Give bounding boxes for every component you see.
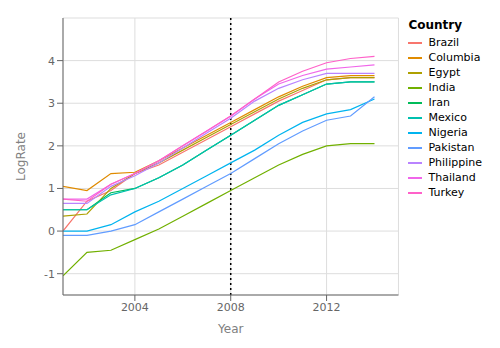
svg-text:2008: 2008 bbox=[217, 301, 245, 314]
html-text:Turkey: Turkey bbox=[428, 186, 465, 199]
html-text:Brazil: Brazil bbox=[428, 36, 460, 49]
svg-text:2004: 2004 bbox=[121, 301, 149, 314]
svg-text:1: 1 bbox=[48, 182, 55, 195]
svg-text:4: 4 bbox=[48, 55, 55, 68]
html-text:Nigeria: Nigeria bbox=[428, 126, 468, 139]
svg-text:2: 2 bbox=[48, 140, 55, 153]
svg-text:LogRate: LogRate bbox=[14, 132, 28, 181]
html-text:Pakistan: Pakistan bbox=[428, 141, 475, 154]
svg-text:-1: -1 bbox=[44, 268, 55, 281]
html-text:Philippine: Philippine bbox=[428, 156, 482, 169]
svg-text:0: 0 bbox=[48, 225, 55, 238]
html-text:Country: Country bbox=[408, 18, 463, 32]
html-text:Columbia: Columbia bbox=[428, 51, 481, 64]
html-text:Iran: Iran bbox=[428, 96, 450, 109]
svg-text:Year: Year bbox=[217, 322, 243, 336]
html-text:Thailand: Thailand bbox=[428, 171, 476, 184]
svg-text:3: 3 bbox=[48, 97, 55, 110]
html-text:India: India bbox=[428, 81, 456, 94]
svg-text:2012: 2012 bbox=[313, 301, 341, 314]
html-text:Egypt: Egypt bbox=[428, 66, 461, 79]
html-text:Mexico: Mexico bbox=[428, 111, 467, 124]
